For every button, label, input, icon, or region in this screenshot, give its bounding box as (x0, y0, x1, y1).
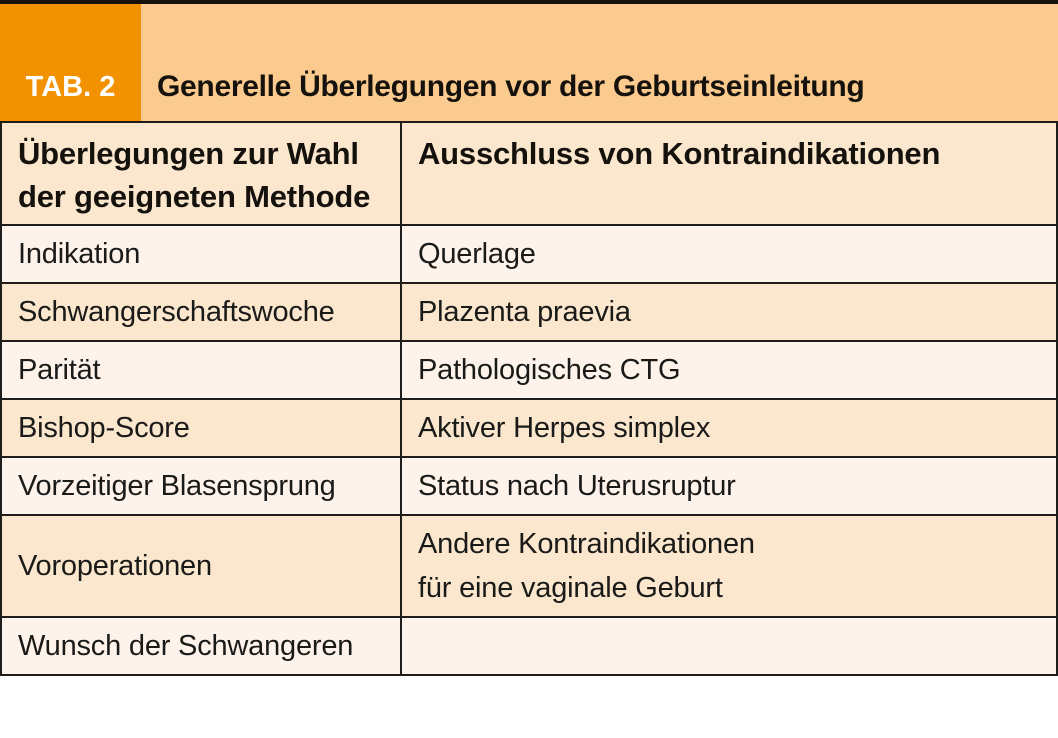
table-row: Wunsch der Schwangeren (2, 616, 1056, 674)
table-row: Indikation Querlage (2, 224, 1056, 282)
table-number-badge: TAB. 2 (0, 4, 141, 121)
cell-method: Voroperationen (2, 516, 402, 616)
table-row: Vorzeitiger Blasensprung Status nach Ute… (2, 456, 1056, 514)
cell-method: Wunsch der Schwangeren (2, 618, 402, 674)
cell-method: Vorzeitiger Blasensprung (2, 458, 402, 514)
cell-contraindication: Plazenta praevia (402, 284, 1056, 340)
cell-contraindication: Status nach Uterusruptur (402, 458, 1056, 514)
table-caption-band: TAB. 2 Generelle Überlegungen vor der Ge… (0, 4, 1058, 121)
table-header-row: Überlegungen zur Wahl der geeigneten Met… (2, 123, 1056, 224)
table-row: Voroperationen Andere Kontraindikationen… (2, 514, 1056, 616)
cell-method: Bishop-Score (2, 400, 402, 456)
column-header-contraindications: Ausschluss von Kontraindikationen (402, 123, 1056, 224)
considerations-table: Überlegungen zur Wahl der geeigneten Met… (0, 121, 1058, 676)
cell-method: Parität (2, 342, 402, 398)
cell-method: Schwangerschaftswoche (2, 284, 402, 340)
cell-contraindication: Andere Kontraindikationen für eine vagin… (402, 516, 1056, 616)
column-header-method: Überlegungen zur Wahl der geeigneten Met… (2, 123, 402, 224)
cell-contraindication: Querlage (402, 226, 1056, 282)
cell-contraindication (402, 618, 1056, 674)
table-row: Parität Pathologisches CTG (2, 340, 1056, 398)
cell-method: Indikation (2, 226, 402, 282)
table-row: Schwangerschaftswoche Plazenta praevia (2, 282, 1056, 340)
table-title: Generelle Überlegungen vor der Geburtsei… (141, 4, 1058, 121)
cell-contraindication: Pathologisches CTG (402, 342, 1056, 398)
table-row: Bishop-Score Aktiver Herpes simplex (2, 398, 1056, 456)
cell-contraindication: Aktiver Herpes simplex (402, 400, 1056, 456)
top-rule (0, 0, 1058, 4)
